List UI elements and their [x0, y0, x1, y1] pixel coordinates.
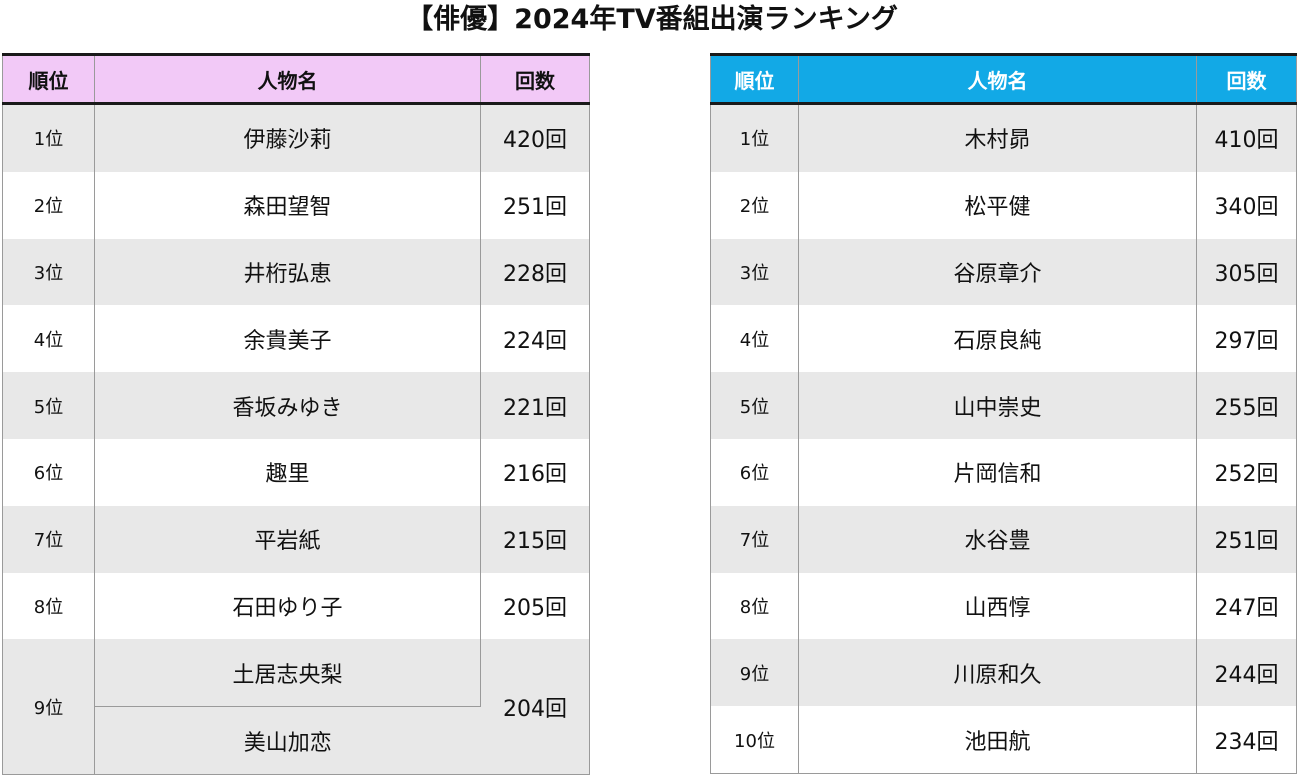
name-cell: 片岡信和	[798, 438, 1197, 506]
rank-cell: 4位	[710, 305, 799, 373]
table-row: 10位 池田航 234回	[710, 706, 1297, 774]
table-row: 6位 片岡信和 252回	[710, 438, 1297, 506]
rank-cell: 1位	[710, 103, 799, 172]
rank-cell: 9位	[710, 639, 799, 707]
count-cell: 228回	[480, 238, 590, 306]
count-cell: 252回	[1196, 438, 1297, 506]
name-cell: 木村昴	[798, 103, 1197, 172]
actress-ranking-table: 順位 人物名 回数 1位 伊藤沙莉 420回 2位 森田望智 251回 3位 井…	[2, 53, 590, 775]
header-count: 回数	[480, 53, 590, 105]
table-row: 9位 土居志央梨 204回	[2, 639, 590, 775]
count-cell: 297回	[1196, 305, 1297, 373]
rank-cell: 3位	[2, 238, 95, 306]
table-row: 2位 森田望智 251回	[2, 171, 590, 239]
name-cell: 森田望智	[94, 171, 481, 239]
rank-cell: 10位	[710, 706, 799, 774]
table-row: 9位 川原和久 244回	[710, 639, 1297, 707]
table-row: 4位 石原良純 297回	[710, 305, 1297, 373]
name-cell: 石原良純	[798, 305, 1197, 373]
name-cell: 美山加恋	[94, 706, 481, 775]
rank-cell: 9位	[2, 639, 95, 775]
rank-cell: 6位	[710, 438, 799, 506]
table-row: 美山加恋	[3, 706, 590, 775]
count-cell: 244回	[1196, 639, 1297, 707]
name-cell: 山中崇史	[798, 372, 1197, 439]
name-cell: 土居志央梨	[94, 639, 481, 708]
page-title: 【俳優】2024年TV番組出演ランキング	[406, 4, 898, 35]
name-cell: 余貴美子	[94, 305, 481, 373]
count-cell: 216回	[480, 438, 590, 506]
count-cell: 204回	[480, 639, 590, 775]
count-cell: 205回	[480, 572, 590, 640]
name-cell: 石田ゆり子	[94, 572, 481, 640]
table-row: 4位 余貴美子 224回	[2, 305, 590, 373]
rank-cell: 2位	[2, 171, 95, 239]
count-cell: 215回	[480, 505, 590, 573]
count-cell: 221回	[480, 372, 590, 439]
table-row: 7位 平岩紙 215回	[2, 505, 590, 573]
rank-cell: 7位	[2, 505, 95, 573]
header-rank: 順位	[2, 53, 95, 105]
name-cell: 谷原章介	[798, 238, 1197, 306]
name-cell: 松平健	[798, 171, 1197, 239]
rank-cell: 2位	[710, 171, 799, 239]
rank-cell: 3位	[710, 238, 799, 306]
rank-cell: 5位	[710, 372, 799, 439]
count-cell: 255回	[1196, 372, 1297, 439]
name-cell: 井桁弘恵	[94, 238, 481, 306]
table-header-row: 順位 人物名 回数	[2, 53, 590, 105]
table-row: 7位 水谷豊 251回	[710, 505, 1297, 573]
table-row: 1位 木村昴 410回	[710, 103, 1297, 172]
name-cell: 趣里	[94, 438, 481, 506]
actor-ranking-table: 順位 人物名 回数 1位 木村昴 410回 2位 松平健 340回 3位 谷原章…	[710, 53, 1297, 774]
count-cell: 340回	[1196, 171, 1297, 239]
table-row: 8位 山西惇 247回	[710, 572, 1297, 640]
count-cell: 251回	[480, 171, 590, 239]
table-row: 5位 山中崇史 255回	[710, 372, 1297, 439]
rank-cell: 6位	[2, 438, 95, 506]
header-count: 回数	[1196, 53, 1297, 105]
rank-cell: 4位	[2, 305, 95, 373]
table-header-row: 順位 人物名 回数	[710, 53, 1297, 105]
rank-cell: 5位	[2, 372, 95, 439]
count-cell: 234回	[1196, 706, 1297, 774]
name-cell: 水谷豊	[798, 505, 1197, 573]
name-cell: 山西惇	[798, 572, 1197, 640]
table-row: 2位 松平健 340回	[710, 171, 1297, 239]
count-cell: 224回	[480, 305, 590, 373]
name-cell: 香坂みゆき	[94, 372, 481, 439]
rank-cell: 8位	[2, 572, 95, 640]
table-row: 3位 井桁弘恵 228回	[2, 238, 590, 306]
table-row: 3位 谷原章介 305回	[710, 238, 1297, 306]
table-row: 5位 香坂みゆき 221回	[2, 372, 590, 439]
table-row: 1位 伊藤沙莉 420回	[2, 103, 590, 172]
count-cell: 247回	[1196, 572, 1297, 640]
rank-cell: 8位	[710, 572, 799, 640]
count-cell: 410回	[1196, 103, 1297, 172]
header-name: 人物名	[798, 53, 1197, 105]
rank-cell: 1位	[2, 103, 95, 172]
header-rank: 順位	[710, 53, 799, 105]
table-row: 6位 趣里 216回	[2, 438, 590, 506]
table-row: 8位 石田ゆり子 205回	[2, 572, 590, 640]
name-cell: 川原和久	[798, 639, 1197, 707]
name-cell: 平岩紙	[94, 505, 481, 573]
count-cell: 251回	[1196, 505, 1297, 573]
name-cell: 池田航	[798, 706, 1197, 774]
name-cell: 伊藤沙莉	[94, 103, 481, 172]
count-cell: 420回	[480, 103, 590, 172]
header-name: 人物名	[94, 53, 481, 105]
count-cell: 305回	[1196, 238, 1297, 306]
rank-cell: 7位	[710, 505, 799, 573]
